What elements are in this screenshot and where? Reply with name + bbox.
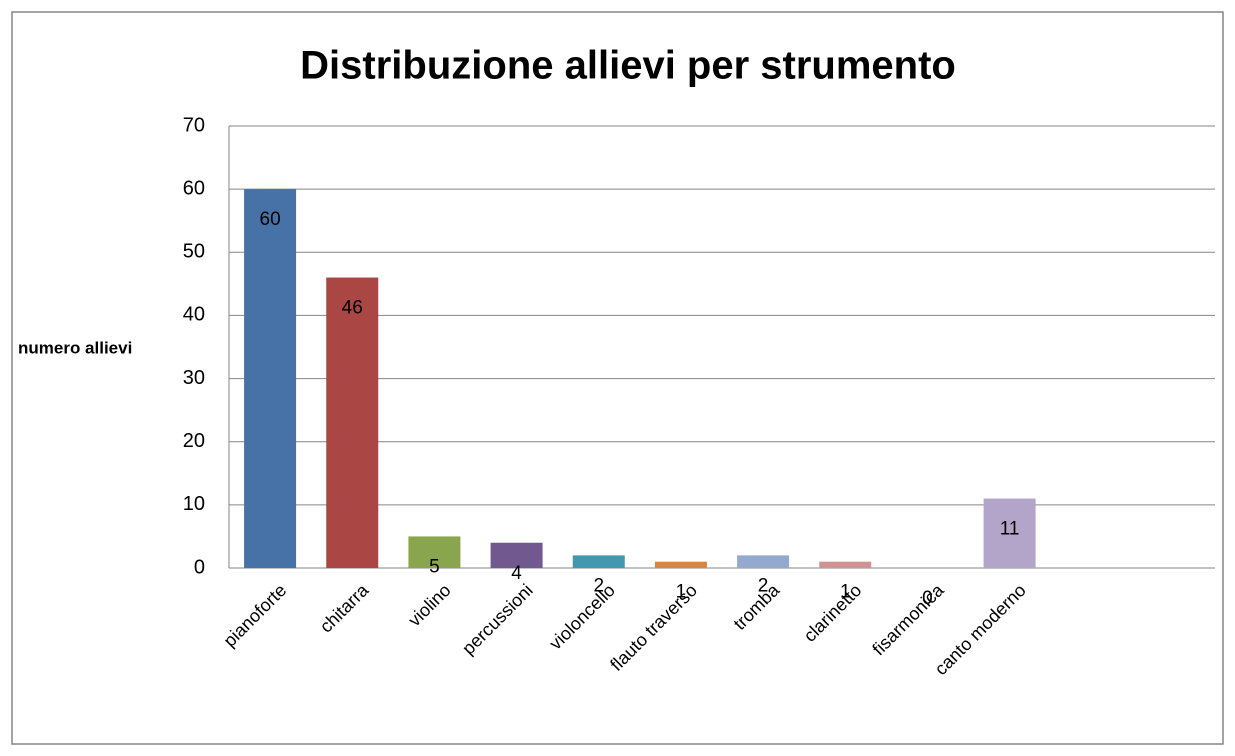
data-label: 1: [676, 582, 687, 603]
bar: [244, 189, 297, 568]
bar: [737, 555, 790, 568]
y-tick-label: 10: [183, 493, 205, 515]
chart-title: Distribuzione allievi per strumento: [300, 44, 956, 88]
bar: [654, 561, 707, 568]
data-label: 2: [593, 575, 604, 596]
y-tick-label: 60: [183, 177, 205, 199]
y-tick-label: 0: [194, 556, 205, 578]
data-label: 1: [840, 582, 851, 603]
bar: [819, 561, 872, 568]
data-label: 5: [429, 556, 440, 577]
data-label: 4: [511, 563, 522, 584]
y-tick-label: 50: [183, 241, 205, 263]
bar: [408, 536, 461, 568]
y-tick-label: 30: [183, 367, 205, 389]
y-tick-label: 40: [183, 304, 205, 326]
bar: [490, 542, 543, 568]
data-label: 11: [1000, 519, 1020, 540]
y-tick-label: 20: [183, 430, 205, 452]
data-label: 2: [758, 575, 769, 596]
data-label: 46: [342, 298, 363, 319]
bar: [983, 498, 1036, 568]
y-tick-label: 70: [183, 114, 205, 136]
y-axis-label: numero allievi: [18, 338, 132, 357]
bar: [326, 277, 379, 568]
data-label: 0: [922, 588, 933, 609]
bar: [572, 555, 625, 568]
data-label: 60: [260, 209, 281, 230]
chart-border: [11, 11, 1224, 745]
